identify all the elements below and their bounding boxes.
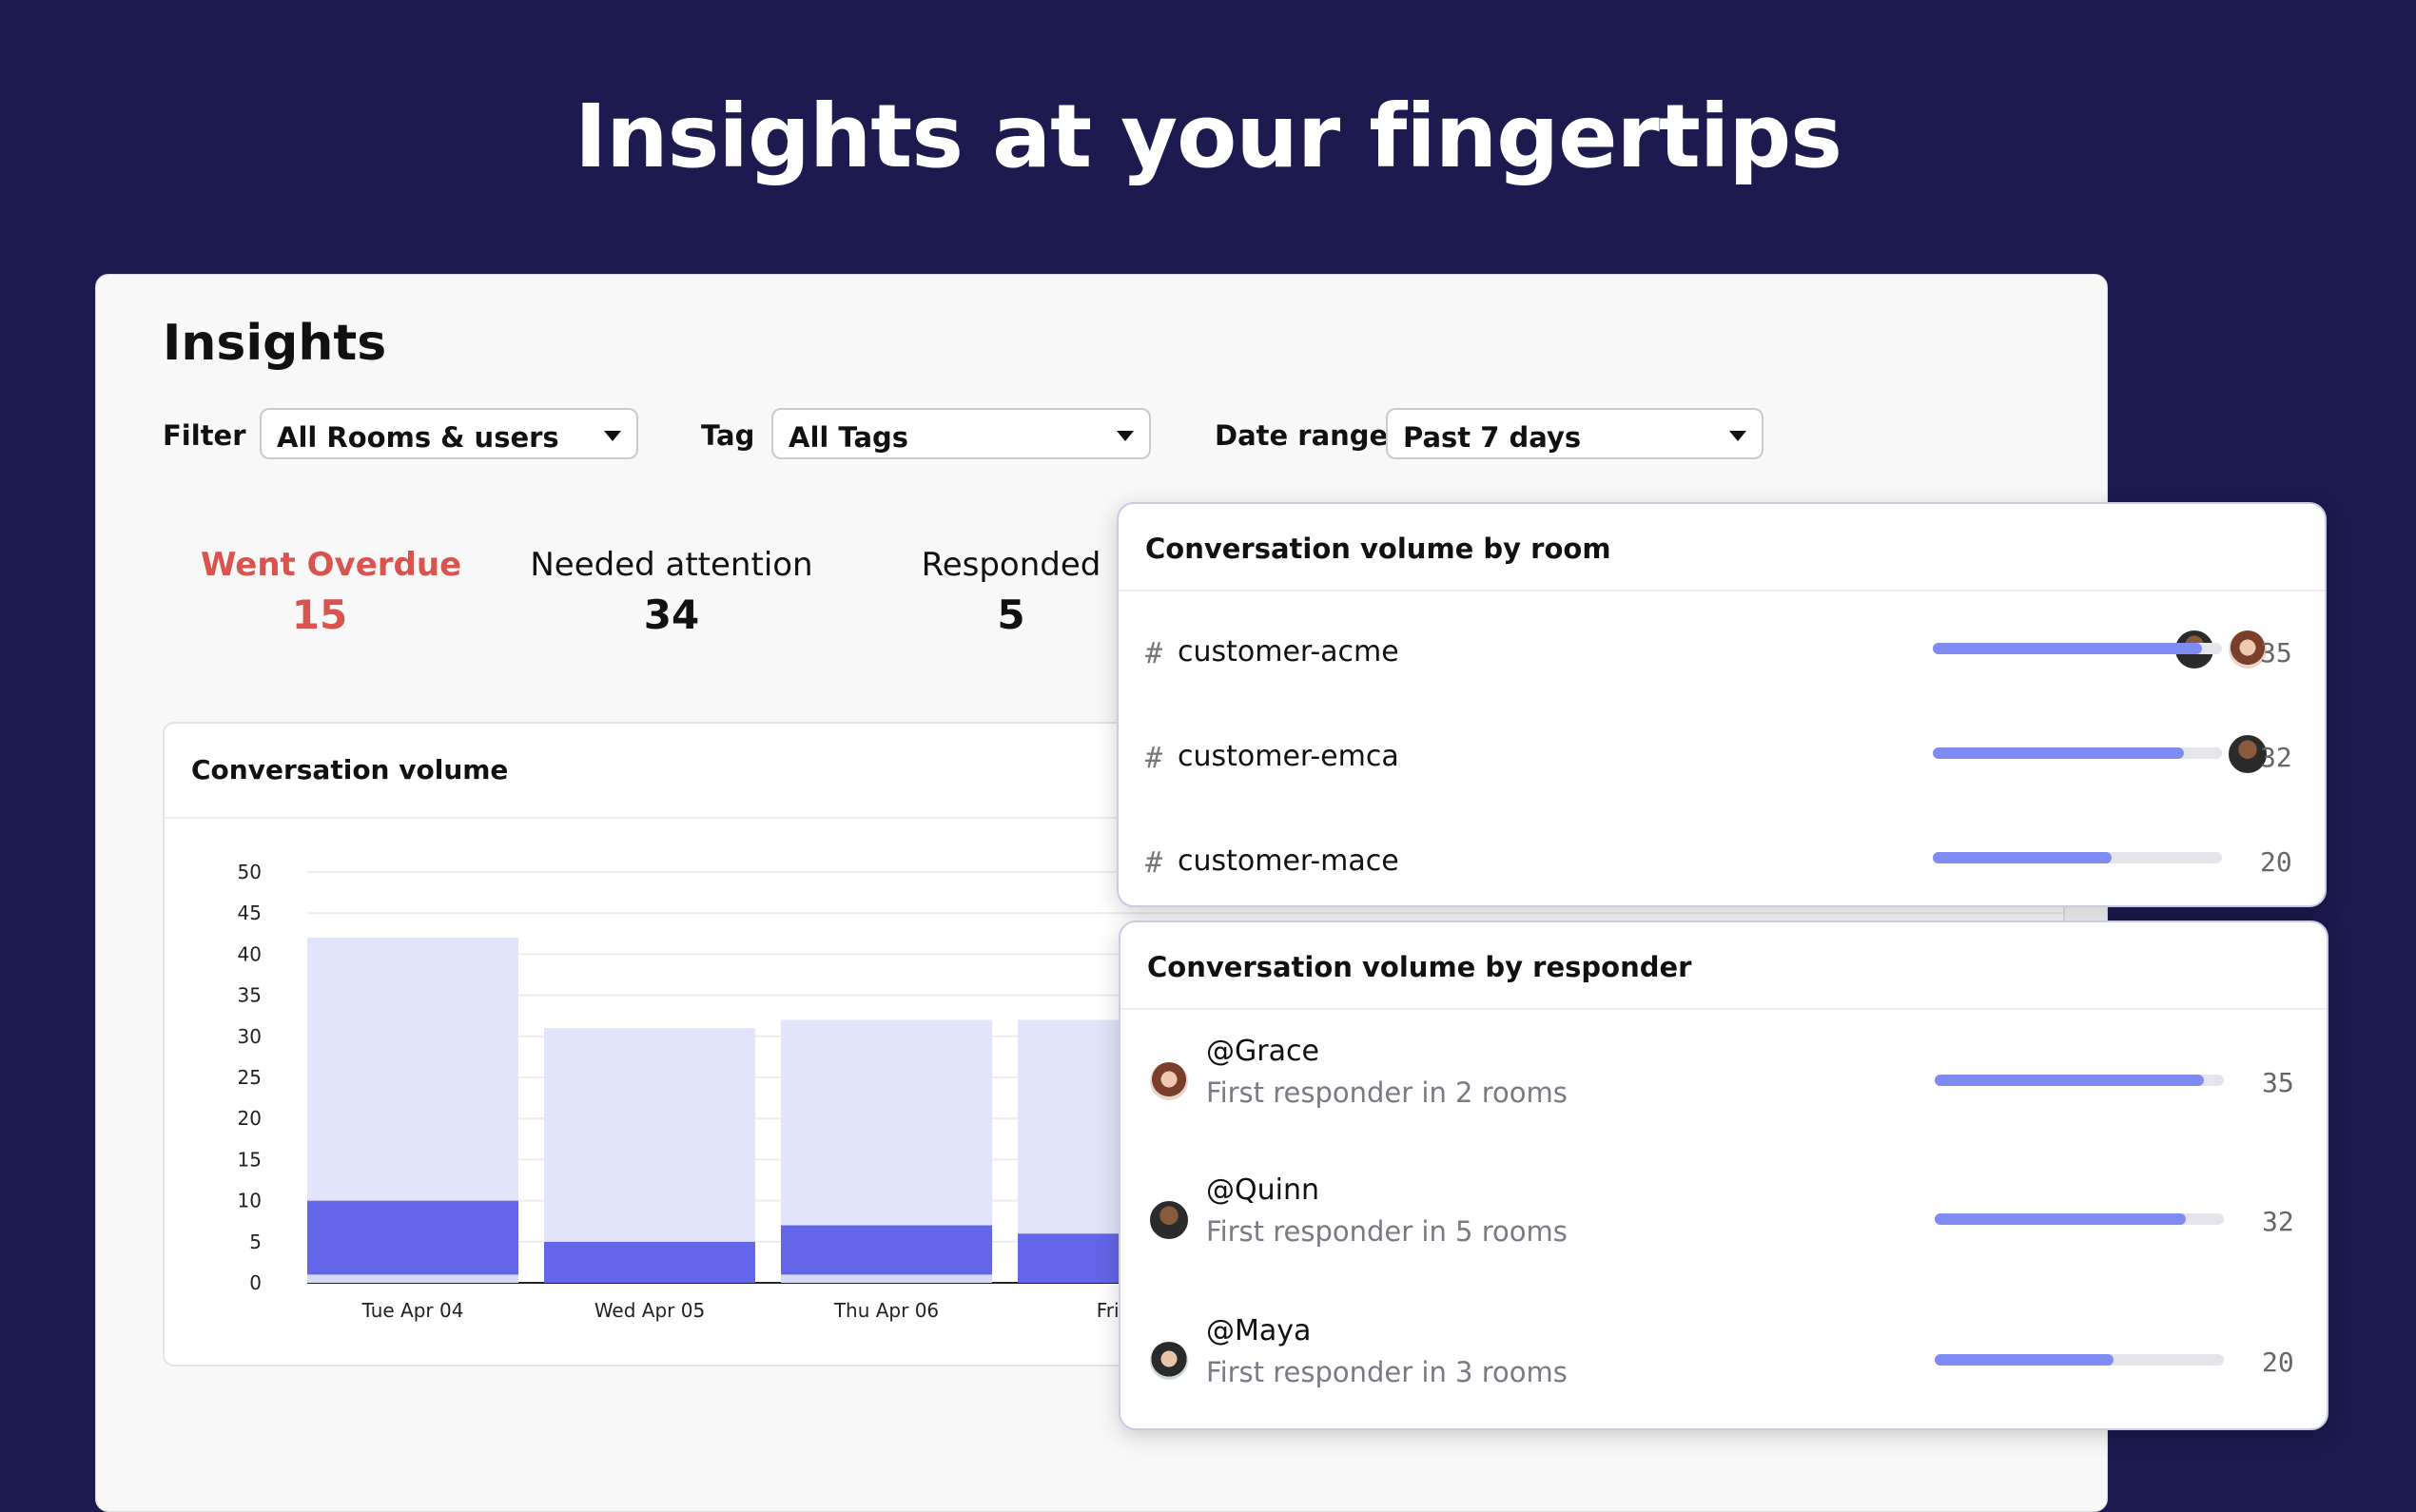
- chevron-down-icon: [1729, 431, 1746, 441]
- responder-name: @Quinn: [1206, 1173, 1319, 1207]
- bar-segment: [307, 1200, 518, 1275]
- room-name: customer-acme: [1178, 635, 1399, 669]
- y-tick-label: 25: [238, 1066, 262, 1089]
- filter-select[interactable]: All Rooms & users: [260, 408, 638, 459]
- date-range-label: Date range: [1215, 419, 1389, 452]
- bar-segment: [307, 938, 518, 1201]
- date-range-select-value: Past 7 days: [1403, 421, 1582, 454]
- avatar-man-icon: [2226, 732, 2270, 776]
- bar-segment: [307, 1274, 518, 1283]
- volume-bar-track: [1935, 1213, 2224, 1225]
- date-range-select[interactable]: Past 7 days: [1386, 408, 1763, 459]
- avatar-icon: [1147, 1059, 1191, 1103]
- responder-count: 32: [2262, 1206, 2294, 1237]
- divider: [165, 817, 2063, 819]
- card-title: Conversation volume: [191, 754, 509, 785]
- volume-bar-track: [1933, 643, 2222, 654]
- stat-value: 5: [997, 591, 1025, 638]
- avatar-woman-icon: [2226, 628, 2270, 671]
- responder-subtitle: First responder in 5 rooms: [1206, 1215, 1568, 1248]
- responder-row[interactable]: @Quinn First responder in 5 rooms 32: [1120, 1173, 2327, 1269]
- y-tick-label: 0: [249, 1271, 262, 1294]
- y-tick-label: 10: [238, 1190, 262, 1212]
- volume-bar-track: [1933, 852, 2222, 863]
- y-tick-label: 35: [238, 984, 262, 1007]
- y-tick-label: 40: [238, 942, 262, 965]
- divider: [1120, 1008, 2327, 1010]
- bar-segment: [544, 1028, 755, 1242]
- x-tick-label: Tue Apr 04: [361, 1299, 464, 1322]
- x-tick-label: Thu Apr 06: [833, 1299, 939, 1322]
- chevron-down-icon: [1117, 431, 1134, 441]
- volume-bar-fill: [1935, 1354, 2114, 1366]
- rooms-volume-card: Conversation volume by room # customer-ac…: [1117, 502, 2327, 907]
- bar-segment: [781, 1019, 992, 1226]
- y-tick-label: 50: [238, 861, 262, 883]
- y-tick-label: 45: [238, 901, 262, 924]
- stat-value: 15: [291, 591, 348, 638]
- volume-bar-fill: [1935, 1213, 2187, 1225]
- card-title: Conversation volume by responder: [1147, 951, 1692, 983]
- volume-bar-track: [1935, 1075, 2224, 1086]
- responder-name: @Grace: [1206, 1035, 1319, 1068]
- room-name: customer-emca: [1178, 740, 1399, 773]
- stat-label: Responded: [921, 546, 1101, 584]
- room-row[interactable]: # customer-mace 20: [1119, 833, 2325, 890]
- divider: [1119, 590, 2325, 591]
- volume-bar-fill: [1933, 852, 2113, 863]
- filter-select-value: All Rooms & users: [277, 421, 559, 454]
- responders-volume-card: Conversation volume by responder @Grace F…: [1119, 921, 2328, 1430]
- volume-bar-fill: [1933, 747, 2185, 759]
- volume-bar-fill: [1933, 643, 2202, 654]
- room-count: 35: [2260, 637, 2292, 669]
- y-tick-label: 5: [249, 1231, 262, 1253]
- stat-needed-attention[interactable]: Needed attention 34: [524, 546, 819, 638]
- responder-subtitle: First responder in 3 rooms: [1206, 1356, 1568, 1388]
- volume-bar-track: [1935, 1354, 2224, 1366]
- room-row[interactable]: # customer-acme 35: [1119, 624, 2325, 681]
- y-tick-label: 30: [238, 1025, 262, 1048]
- tag-label: Tag: [701, 419, 755, 452]
- responder-row[interactable]: @Maya First responder in 3 rooms 20: [1120, 1314, 2327, 1409]
- room-name: customer-mace: [1178, 844, 1399, 878]
- tag-select[interactable]: All Tags: [771, 408, 1151, 459]
- room-count: 32: [2260, 742, 2292, 773]
- responder-count: 20: [2262, 1347, 2294, 1378]
- x-tick-label: Wed Apr 05: [594, 1299, 705, 1322]
- bar-segment: [781, 1225, 992, 1275]
- bar-segment: [781, 1274, 992, 1283]
- volume-bar-fill: [1935, 1075, 2204, 1086]
- bar-segment: [544, 1241, 755, 1283]
- responder-count: 35: [2262, 1067, 2294, 1098]
- responder-subtitle: First responder in 2 rooms: [1206, 1076, 1568, 1109]
- y-tick-label: 15: [238, 1148, 262, 1171]
- responder-name: @Maya: [1206, 1314, 1312, 1347]
- stat-responded[interactable]: Responded 5: [916, 546, 1106, 638]
- hash-icon: #: [1145, 637, 1163, 670]
- room-count: 20: [2260, 846, 2292, 878]
- hero-title: Insights at your fingertips: [574, 86, 1842, 187]
- stat-went-overdue[interactable]: Went Overdue 15: [201, 546, 462, 638]
- responder-row[interactable]: @Grace First responder in 2 rooms 35: [1120, 1035, 2327, 1130]
- stat-value: 34: [643, 591, 700, 638]
- hash-icon: #: [1145, 846, 1163, 880]
- volume-bar-track: [1933, 747, 2222, 759]
- stat-label: Needed attention: [530, 546, 813, 584]
- filter-label: Filter: [163, 419, 246, 452]
- hash-icon: #: [1145, 742, 1163, 775]
- y-tick-label: 20: [238, 1107, 262, 1130]
- avatar-icon: [1147, 1198, 1191, 1242]
- stat-label: Went Overdue: [201, 546, 462, 584]
- avatar-icon: [1147, 1339, 1191, 1383]
- room-row[interactable]: # customer-emca 32: [1119, 728, 2325, 785]
- tag-select-value: All Tags: [789, 421, 909, 454]
- chevron-down-icon: [604, 431, 621, 441]
- card-title: Conversation volume by room: [1145, 533, 1611, 565]
- page-title: Insights: [163, 315, 387, 372]
